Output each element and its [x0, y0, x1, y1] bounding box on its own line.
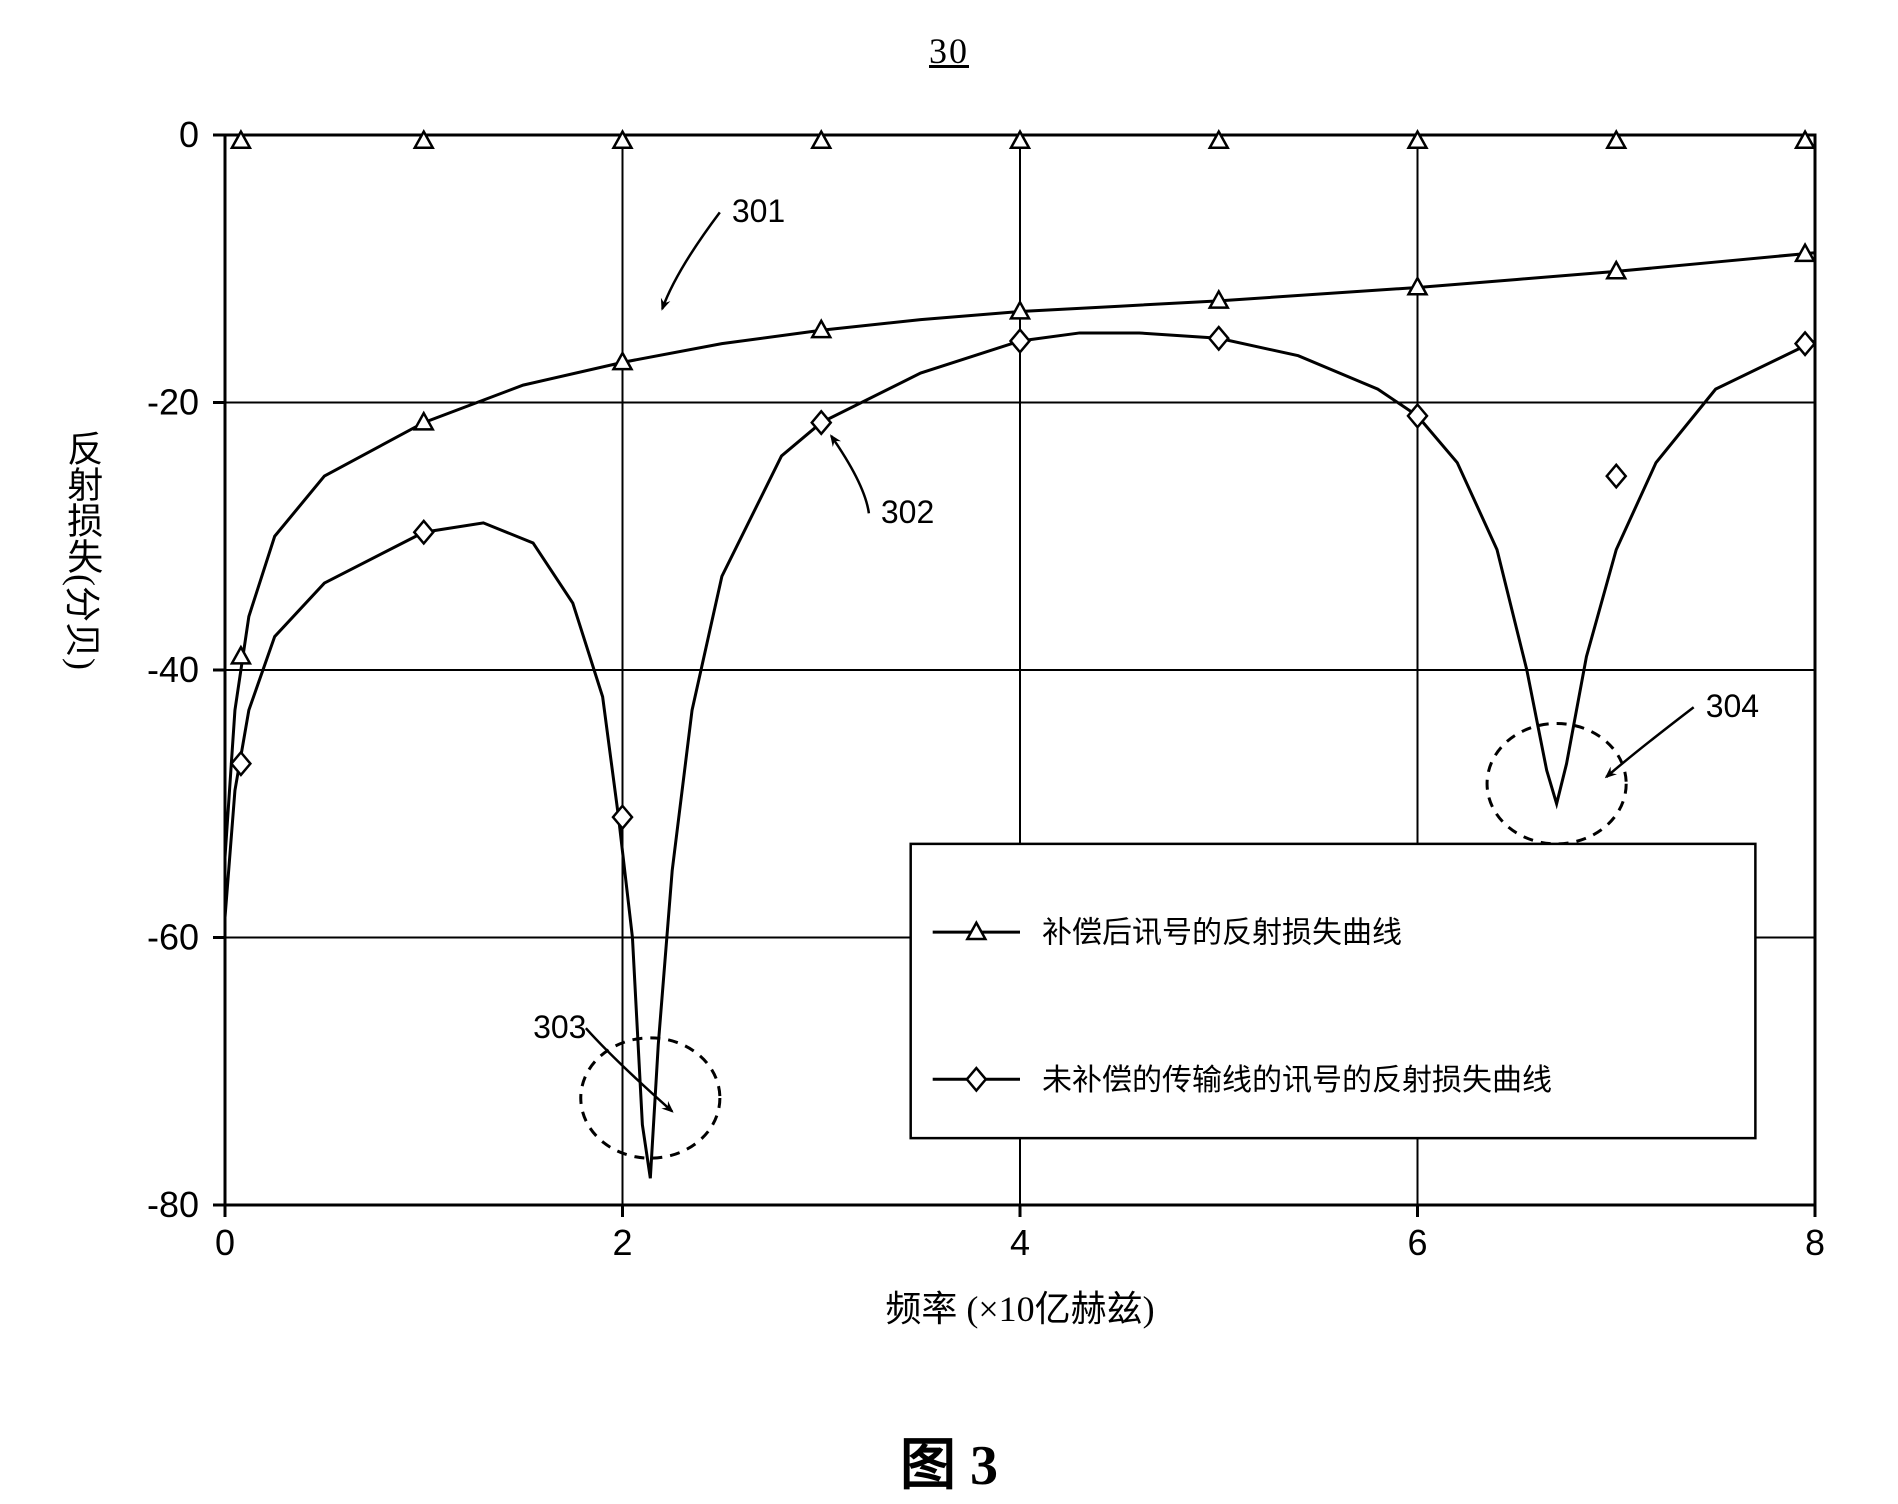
chart-svg: 0 2 4 6 8 -80 -60 -40 -20 0 301 302 303 304 补偿后讯号的反射损失…	[0, 0, 1898, 1504]
svg-text:0: 0	[179, 114, 199, 155]
svg-text:304: 304	[1706, 688, 1759, 724]
svg-text:-20: -20	[147, 382, 199, 423]
svg-text:8: 8	[1805, 1222, 1825, 1263]
svg-text:-80: -80	[147, 1184, 199, 1225]
svg-text:2: 2	[612, 1222, 632, 1263]
figure-caption-text: 图 3	[900, 1435, 998, 1497]
svg-text:补偿后讯号的反射损失曲线: 补偿后讯号的反射损失曲线	[1042, 917, 1402, 950]
svg-text:303: 303	[533, 1009, 586, 1045]
svg-text:301: 301	[732, 193, 785, 229]
svg-text:未补偿的传输线的讯号的反射损失曲线: 未补偿的传输线的讯号的反射损失曲线	[1042, 1064, 1552, 1097]
page: 30 反射损失(分贝) 02468-80-60-40-2003013023033…	[0, 0, 1898, 1504]
svg-text:0: 0	[215, 1222, 235, 1263]
svg-text:6: 6	[1407, 1222, 1427, 1263]
svg-text:4: 4	[1010, 1222, 1030, 1263]
figure-caption: 图 3	[0, 1420, 1898, 1501]
x-axis-label: 频率 (×10亿赫兹)	[225, 1280, 1815, 1332]
svg-text:302: 302	[881, 494, 934, 530]
svg-text:-60: -60	[147, 917, 199, 958]
x-axis-label-text: 频率 (×10亿赫兹)	[885, 1289, 1154, 1329]
svg-text:-40: -40	[147, 649, 199, 690]
